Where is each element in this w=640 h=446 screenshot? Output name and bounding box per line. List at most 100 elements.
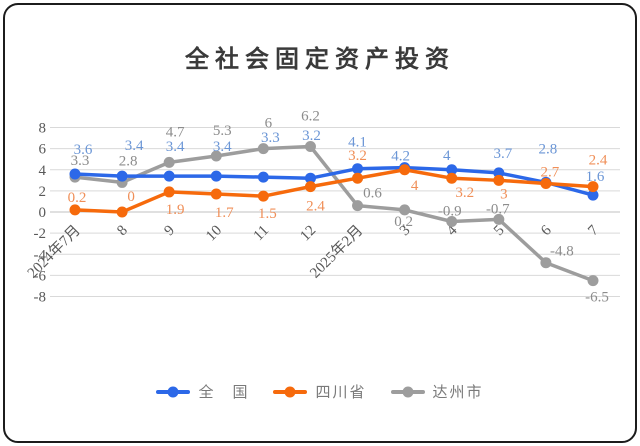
series-marker-dazhou-11 — [587, 275, 599, 287]
data-label-sichuan-7: 4 — [411, 178, 419, 194]
series-marker-sichuan-1 — [116, 206, 128, 218]
series-marker-sichuan-0 — [69, 204, 81, 216]
series-marker-sichuan-11 — [587, 181, 599, 193]
legend-dot-sichuan-icon — [284, 386, 296, 397]
legend-label-dazhou: 达州市 — [432, 385, 484, 401]
data-label-sichuan-9: 3 — [500, 186, 508, 202]
x-axis-label-4: 11 — [251, 223, 273, 245]
series-line-sichuan — [73, 168, 595, 214]
series-marker-dazhou-4 — [257, 143, 269, 155]
data-label-national-6: 4.1 — [348, 135, 367, 151]
legend-marker-national-icon — [156, 386, 191, 397]
series-marker-sichuan-8 — [446, 172, 458, 184]
series-line-dazhou — [73, 144, 595, 283]
x-axis-label-3: 10 — [203, 223, 225, 245]
series-marker-sichuan-2 — [163, 186, 175, 198]
chart-legend: 全 国 四川省 达州市 — [0, 381, 640, 402]
data-label-dazhou-9: -0.7 — [486, 201, 510, 217]
x-axis-label-5: 12 — [297, 223, 319, 245]
data-label-sichuan-1: 0 — [127, 189, 135, 205]
series-marker-national-5 — [304, 172, 316, 184]
series-marker-dazhou-3 — [210, 150, 222, 162]
series-marker-national-1 — [116, 170, 128, 182]
legend-marker-dazhou-icon — [390, 386, 425, 397]
data-label-national-4: 3.3 — [261, 130, 280, 146]
chart-title: 全社会固定资产投资 — [185, 46, 455, 73]
legend-marker-sichuan-icon — [273, 386, 308, 397]
legend-item-dazhou: 达州市 — [390, 381, 484, 402]
series-marker-national-4 — [257, 171, 269, 183]
legend-label-sichuan: 四川省 — [315, 385, 367, 401]
series-marker-dazhou-6 — [352, 200, 364, 212]
series-marker-dazhou-8 — [446, 216, 458, 228]
y-axis-tick--6: -6 — [34, 268, 47, 284]
data-label-national-7: 4.2 — [391, 149, 410, 165]
legend-item-national: 全 国 — [156, 381, 249, 402]
series-marker-sichuan-3 — [210, 188, 222, 200]
series-marker-national-11 — [587, 189, 599, 201]
x-axis-label-2: 9 — [161, 223, 178, 240]
x-axis-label-1: 8 — [114, 223, 131, 240]
data-label-dazhou-3: 5.3 — [213, 123, 232, 139]
data-label-sichuan-3: 1.7 — [215, 205, 234, 221]
series-marker-national-3 — [210, 170, 222, 182]
data-label-dazhou-1: 2.8 — [119, 153, 138, 169]
data-label-national-9: 3.7 — [493, 146, 512, 162]
series-marker-dazhou-5 — [304, 141, 316, 153]
series-marker-national-8 — [446, 164, 458, 176]
y-axis-tick--2: -2 — [34, 226, 47, 242]
data-label-dazhou-10: -4.8 — [550, 244, 574, 260]
y-axis-tick-2: 2 — [39, 184, 47, 200]
data-label-national-3: 3.4 — [213, 139, 232, 155]
data-label-national-5: 3.2 — [302, 128, 321, 144]
series-marker-national-2 — [163, 170, 175, 182]
legend-label-national: 全 国 — [198, 385, 250, 401]
series-marker-sichuan-9 — [493, 174, 505, 186]
data-label-national-8: 4 — [443, 148, 451, 164]
data-label-dazhou-5: 6.2 — [301, 109, 320, 125]
series-marker-national-0 — [69, 168, 81, 180]
series-marker-sichuan-5 — [304, 181, 316, 193]
series-marker-dazhou-2 — [163, 156, 175, 168]
data-label-sichuan-11: 2.4 — [589, 153, 608, 169]
data-label-dazhou-7: 0.2 — [394, 214, 413, 230]
data-label-sichuan-5: 2.4 — [306, 199, 325, 215]
data-label-dazhou-2: 4.7 — [166, 124, 185, 140]
y-axis-tick-8: 8 — [39, 121, 47, 137]
series-marker-sichuan-7 — [399, 164, 411, 176]
data-label-dazhou-6: 0.6 — [363, 186, 382, 202]
y-axis-tick--8: -8 — [34, 290, 47, 306]
y-axis-tick-0: 0 — [39, 205, 47, 221]
series-marker-sichuan-6 — [352, 172, 364, 184]
x-axis-label-11: 7 — [585, 222, 602, 239]
data-label-national-2: 3.4 — [166, 139, 185, 155]
data-label-sichuan-2: 1.9 — [166, 202, 185, 218]
series-marker-national-6 — [352, 163, 364, 175]
data-label-national-10: 2.8 — [539, 141, 558, 157]
data-label-national-0: 3.6 — [74, 142, 93, 158]
data-label-dazhou-11: -6.5 — [585, 290, 609, 306]
data-label-national-11: 1.6 — [586, 169, 605, 185]
y-axis-tick--4: -4 — [34, 247, 47, 263]
legend-dot-national-icon — [167, 386, 179, 397]
series-marker-dazhou-9 — [493, 213, 505, 225]
legend-item-sichuan: 四川省 — [273, 381, 366, 402]
x-axis-label-10: 6 — [538, 222, 555, 239]
data-label-dazhou-4: 6 — [265, 116, 273, 132]
data-label-sichuan-6: 3.2 — [348, 148, 367, 164]
series-marker-dazhou-7 — [399, 204, 411, 216]
data-label-sichuan-4: 1.5 — [258, 206, 277, 222]
data-label-dazhou-8: -0.9 — [438, 204, 462, 220]
data-label-national-1: 3.4 — [125, 138, 144, 154]
data-label-dazhou-0: 3.3 — [71, 153, 90, 169]
legend-dot-dazhou-icon — [402, 386, 413, 397]
series-marker-dazhou-10 — [540, 257, 552, 269]
data-label-sichuan-10: 2.7 — [541, 164, 560, 180]
data-label-sichuan-0: 0.2 — [68, 190, 87, 206]
data-label-sichuan-8: 3.2 — [455, 185, 474, 201]
y-axis-tick-6: 6 — [39, 142, 47, 158]
series-line-national — [73, 165, 595, 197]
y-axis-tick-4: 4 — [39, 163, 47, 179]
